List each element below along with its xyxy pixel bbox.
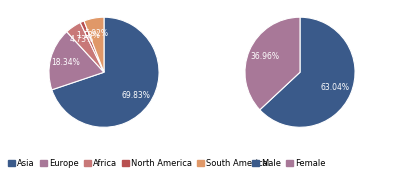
Text: 18.34%: 18.34% [51,58,80,67]
Text: 1.18%: 1.18% [76,31,100,40]
Wedge shape [67,23,104,72]
Text: 69.83%: 69.83% [122,91,151,100]
Text: B: B [224,0,233,1]
Wedge shape [245,17,300,110]
Wedge shape [260,17,355,127]
Wedge shape [80,21,104,72]
Wedge shape [49,32,104,90]
Text: 63.04%: 63.04% [321,83,350,92]
Wedge shape [84,17,104,72]
Text: 36.96%: 36.96% [250,52,279,61]
Legend: Asia, Europe, Africa, North America, South America: Asia, Europe, Africa, North America, Sou… [8,159,268,168]
Text: A: A [28,0,37,1]
Text: 4.73%: 4.73% [70,35,94,44]
Legend: Male, Female: Male, Female [252,159,326,168]
Text: 5.92%: 5.92% [85,29,109,38]
Wedge shape [52,17,159,127]
